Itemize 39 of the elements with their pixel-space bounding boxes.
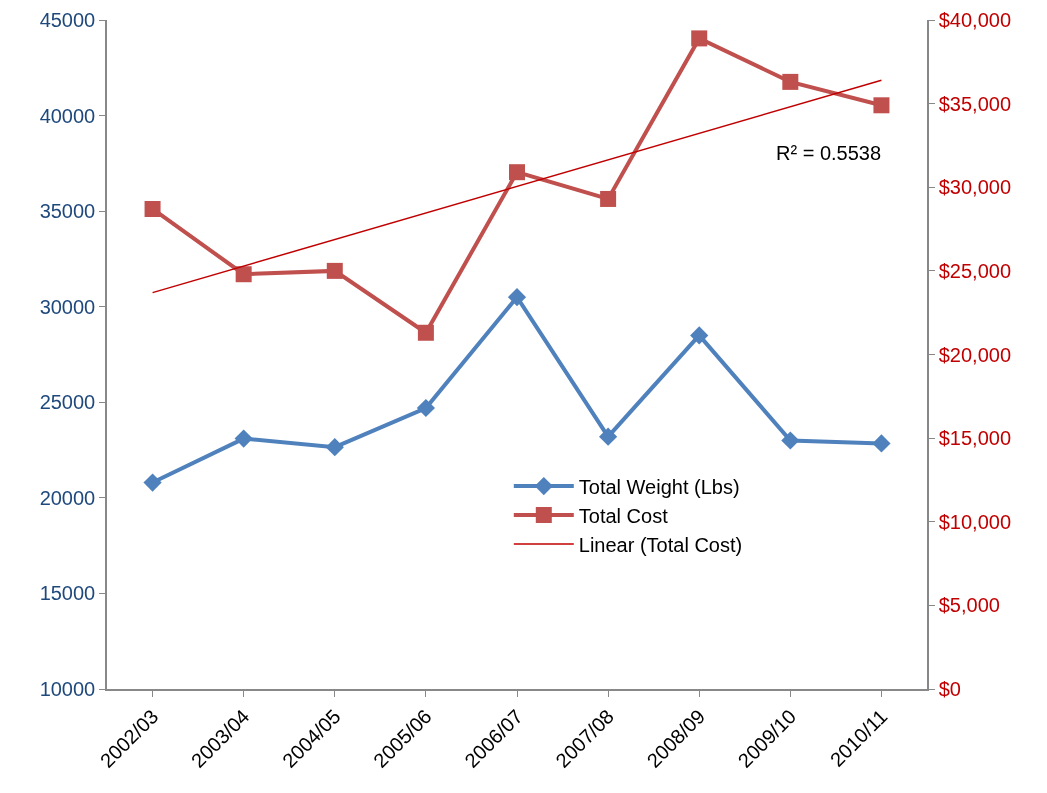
y-tick-label: 25000 — [39, 391, 96, 414]
y2-tick-label: $0 — [938, 678, 961, 700]
point — [235, 266, 252, 283]
y-tick-label: 35000 — [39, 200, 96, 223]
point — [781, 431, 800, 450]
point — [325, 438, 344, 457]
point — [599, 427, 618, 446]
y2-tick-label: $35,000 — [938, 92, 1012, 115]
y2-tick-label: $40,000 — [938, 9, 1012, 31]
point — [690, 326, 709, 345]
y-tick-label: 20000 — [39, 486, 96, 509]
point — [234, 429, 253, 448]
point — [326, 262, 343, 279]
y2-tick-label: $5,000 — [938, 594, 1000, 617]
legend-label: Total Weight (Lbs) — [578, 475, 740, 498]
y2-tick-label: $30,000 — [938, 176, 1012, 199]
legend-label: Linear (Total Cost) — [578, 533, 743, 556]
point — [143, 473, 162, 492]
point — [509, 164, 525, 181]
point — [873, 97, 890, 114]
point — [416, 398, 435, 418]
point — [507, 288, 527, 307]
point — [691, 30, 708, 47]
y-tick-label: 30000 — [39, 295, 96, 318]
y-tick-label: 45000 — [39, 9, 96, 31]
point — [600, 190, 617, 207]
y2-tick-label: $25,000 — [938, 259, 1012, 282]
y2-tick-label: $10,000 — [938, 510, 1012, 533]
point — [872, 434, 891, 453]
annotation: R² = 0.5538 — [776, 142, 882, 164]
legend-label: Total Cost — [578, 504, 669, 527]
y-tick-label: 10000 — [39, 678, 96, 700]
point — [144, 200, 161, 217]
point — [782, 73, 799, 90]
y-tick-label: 40000 — [39, 104, 96, 127]
y2-tick-label: $20,000 — [938, 343, 1012, 366]
y-tick-label: 15000 — [39, 582, 96, 605]
y2-tick-label: $15,000 — [938, 427, 1012, 450]
point — [417, 324, 434, 341]
